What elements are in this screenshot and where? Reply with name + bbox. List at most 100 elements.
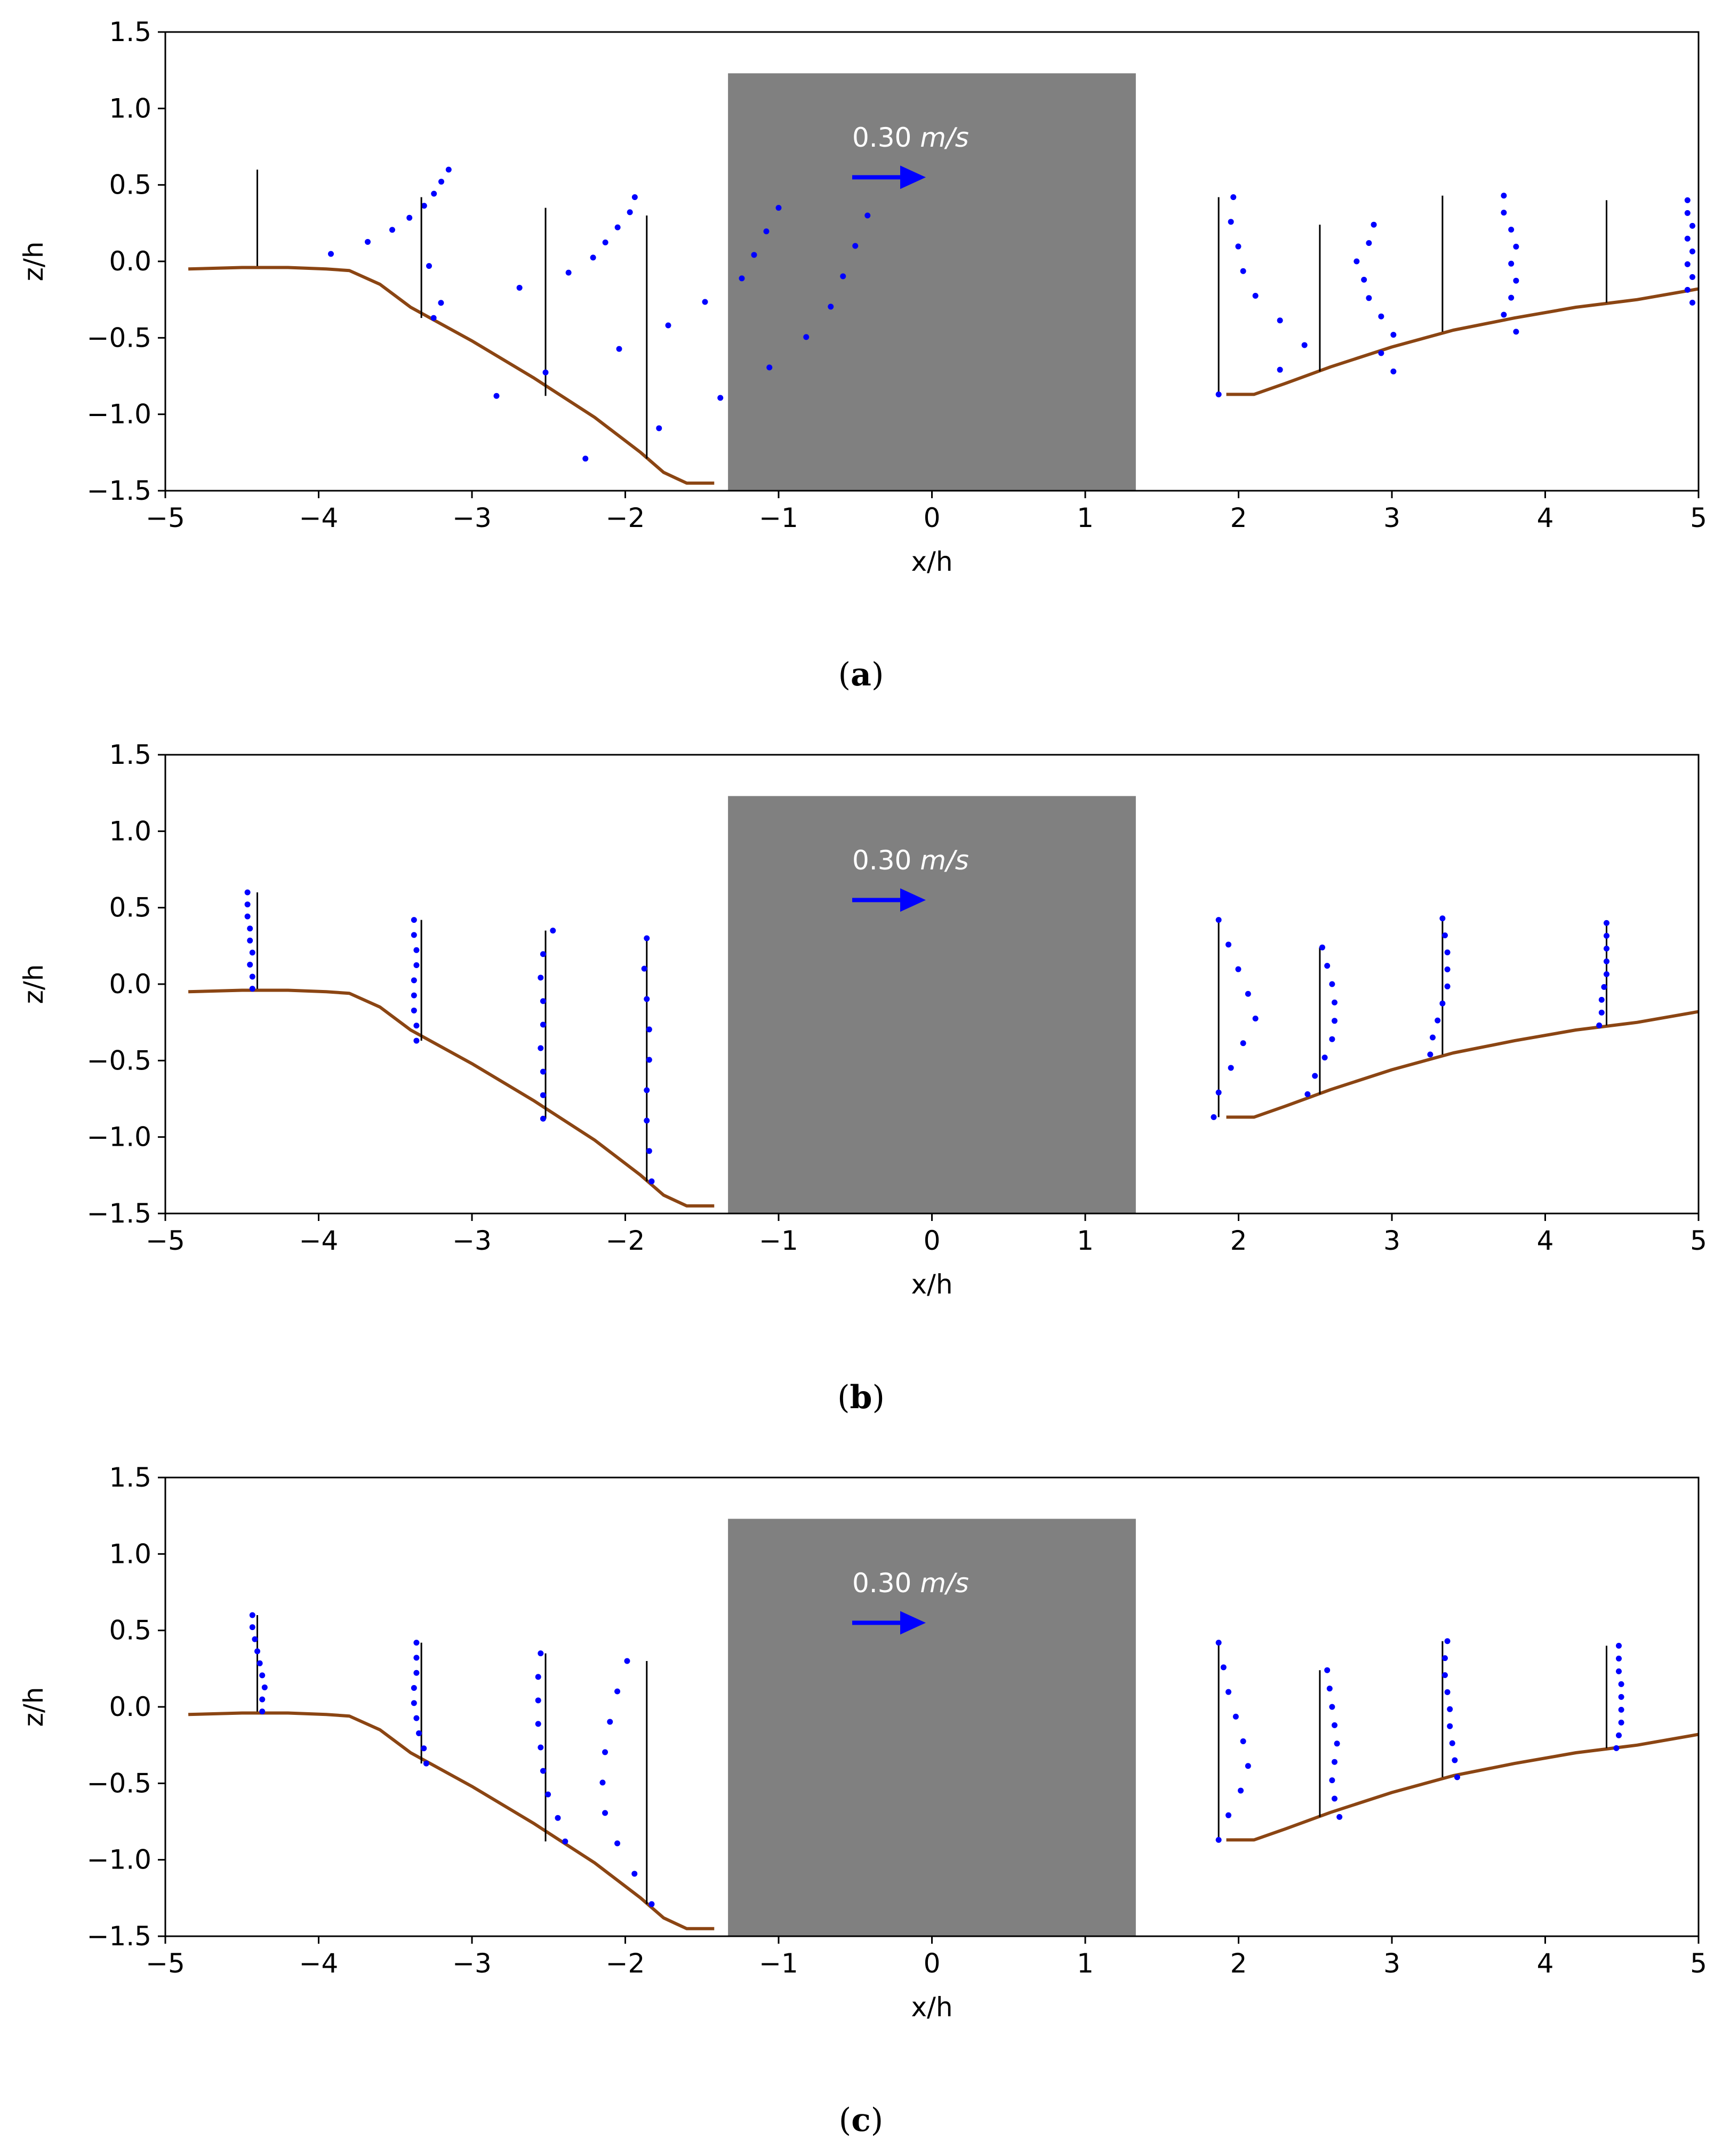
profile-5-point	[1240, 268, 1246, 274]
y-tick-label: 0.5	[109, 1615, 151, 1646]
caption-a: (a)	[838, 656, 884, 693]
y-tick-label: 0.5	[109, 892, 151, 923]
profile-6-point	[1312, 1073, 1318, 1079]
scale-arrow-unit: m/s	[920, 1568, 969, 1599]
profile-6-point	[1329, 1777, 1335, 1784]
profile-3-point	[550, 928, 556, 934]
profile-4-point	[624, 1658, 630, 1664]
profile-8-point	[1684, 210, 1691, 216]
structure-block	[728, 796, 1136, 1213]
profile-7-point	[1441, 1672, 1448, 1679]
profile-6-point	[1324, 1667, 1331, 1673]
profile-1-point	[247, 925, 253, 932]
x-tick-label: −4	[299, 502, 339, 533]
profile-8-point	[1689, 299, 1695, 306]
profile-4-point	[646, 1148, 652, 1154]
bed-line-upstream	[188, 988, 715, 1208]
x-axis-title: x/h	[911, 1992, 952, 2023]
y-axis-title: z/h	[18, 242, 49, 282]
profile-5-point	[1240, 1040, 1246, 1047]
profile-7-point	[1513, 243, 1519, 250]
profile-8-point	[1601, 984, 1607, 990]
y-tick-label: 1.5	[109, 1462, 151, 1493]
profile-8-point	[1616, 1732, 1622, 1738]
scale-arrow-unit: m/s	[920, 122, 969, 153]
profile-1-point	[431, 190, 437, 197]
profile-3-point	[562, 1838, 568, 1844]
profile-6-point	[1331, 1759, 1337, 1765]
profile-2-point	[411, 977, 417, 984]
profile-8-point	[1618, 1706, 1624, 1713]
profile-3-point	[540, 1115, 546, 1122]
caption-c: (c)	[838, 2102, 884, 2139]
profile-8-point	[1689, 274, 1695, 280]
bed-line-upstream	[188, 1711, 715, 1930]
y-tick-label: −1.0	[87, 399, 151, 430]
profile-6-point	[1331, 1722, 1337, 1728]
profile-6-point	[1331, 1018, 1337, 1024]
profile-3-point	[545, 1791, 551, 1798]
x-tick-label: 4	[1537, 502, 1554, 533]
profile-1-point	[252, 1636, 258, 1642]
profile-6-point	[1366, 240, 1372, 246]
profile-1-point	[244, 901, 251, 908]
profile-8-point	[1618, 1694, 1624, 1700]
profile-4-point	[717, 395, 724, 401]
profile-4-point	[648, 1178, 655, 1185]
profile-5-point	[1215, 1089, 1222, 1096]
profile-1-point	[249, 986, 255, 992]
profile-7-point	[1441, 1655, 1448, 1662]
profile-1-point	[259, 1696, 266, 1703]
profile-4-point	[644, 1087, 650, 1093]
profile-3-point	[493, 393, 500, 399]
profile-3-point	[540, 1092, 546, 1098]
profile-8-point	[1604, 958, 1609, 964]
bed-line-upstream	[188, 266, 715, 485]
profile-8-point	[1684, 286, 1691, 293]
profile-8-point	[1616, 1642, 1622, 1649]
profile-7-point	[1444, 1638, 1451, 1644]
y-tick-label: −1.5	[87, 475, 151, 506]
profile-5-point	[1215, 1640, 1222, 1646]
profile-2-point	[411, 1685, 417, 1691]
structure-block	[728, 73, 1136, 491]
x-tick-label: 1	[1077, 1948, 1094, 1979]
caption-b: (b)	[837, 1379, 885, 1416]
profile-6-point	[1390, 368, 1397, 374]
profile-5-point	[1215, 1836, 1222, 1843]
x-tick-label: −4	[299, 1225, 339, 1256]
bed-line-downstream	[1226, 1010, 1699, 1119]
profile-4-point	[631, 1871, 638, 1877]
profile-1-point	[426, 263, 432, 269]
profile-1-point	[249, 1624, 255, 1631]
profile-5-point	[1232, 1713, 1239, 1720]
caption-a-letter: a	[851, 656, 871, 693]
profile-7-point	[1444, 966, 1451, 972]
scale-arrow-head	[900, 1611, 926, 1635]
profile-2-point	[631, 194, 638, 201]
scale-arrow-label: 0.30 m/s	[852, 1568, 969, 1599]
profile-3-point	[540, 998, 546, 1004]
profile-3-point	[540, 1021, 546, 1028]
profile-8-point	[1616, 1668, 1622, 1674]
profile-4-point	[602, 1749, 608, 1755]
profile-5-point	[1252, 293, 1259, 299]
profile-8-point	[1684, 235, 1691, 242]
profile-7-point	[1444, 949, 1451, 956]
profile-3-point	[535, 1674, 541, 1680]
profile-4-point	[803, 334, 810, 340]
bed-line-downstream	[1226, 1732, 1699, 1842]
profile-5-point	[1230, 194, 1237, 201]
profile-3-point	[538, 975, 544, 981]
profile-7-point	[1508, 227, 1515, 233]
y-axis-title: z/h	[18, 964, 49, 1004]
profile-8-point	[1618, 1681, 1624, 1687]
x-tick-label: 2	[1230, 1225, 1247, 1256]
profile-8-point	[1618, 1719, 1624, 1726]
y-tick-label: 0.5	[109, 170, 151, 201]
profile-7-point	[1508, 260, 1515, 267]
profile-5-point	[1240, 1738, 1246, 1744]
x-tick-label: 5	[1690, 502, 1707, 533]
profile-7-point	[1444, 1689, 1451, 1695]
profile-7-point	[1435, 1017, 1441, 1024]
